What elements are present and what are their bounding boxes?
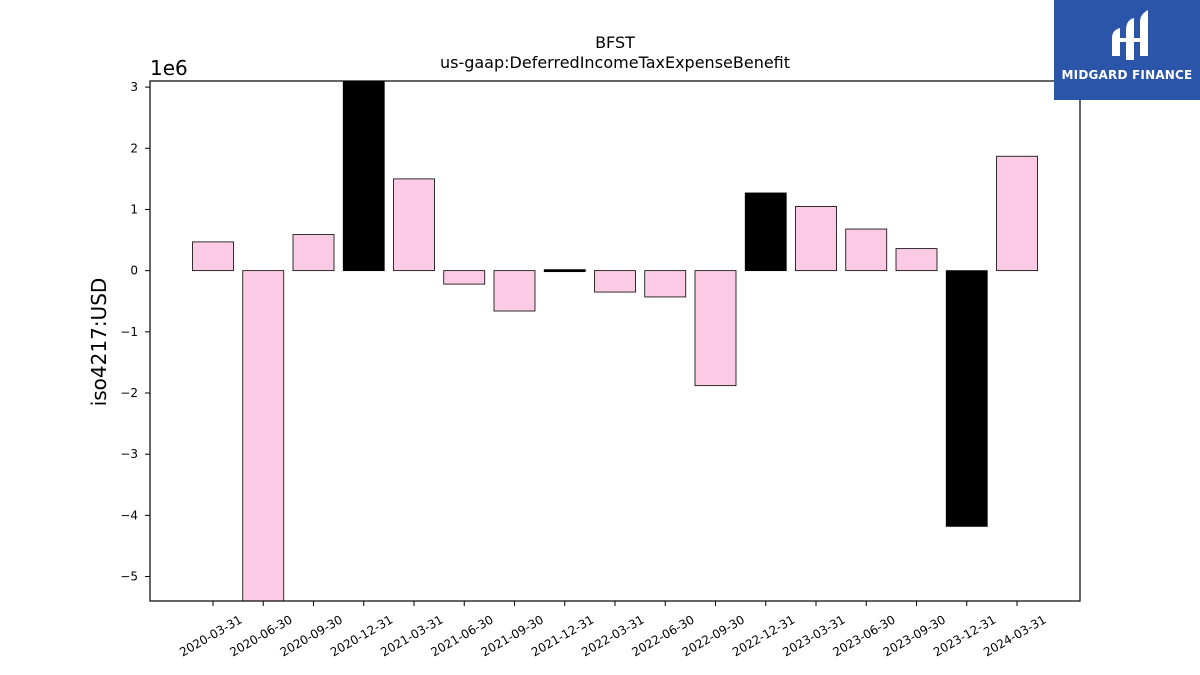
y-tick-label: 3 xyxy=(130,80,138,94)
bar-2021-12-31 xyxy=(543,269,586,273)
bar-2021-06-30 xyxy=(443,270,486,285)
brand-logo: MIDGARD FINANCE xyxy=(1054,0,1200,100)
x-axis-ticks: 2020-03-312020-06-302020-09-302020-12-31… xyxy=(177,601,1049,659)
plot-frame xyxy=(149,80,1081,602)
bar-group xyxy=(192,80,1038,602)
y-tick-label: 1 xyxy=(130,202,138,216)
bar-2022-03-31 xyxy=(594,270,636,293)
bar-2022-06-30 xyxy=(644,270,687,298)
bar-2021-09-30 xyxy=(493,270,536,312)
bar-2023-03-31 xyxy=(795,206,837,272)
bar-2024-03-31 xyxy=(996,155,1038,272)
bar-2023-12-31 xyxy=(945,270,988,527)
bar-2020-03-31 xyxy=(192,241,234,272)
chart-subtitle: us-gaap:DeferredIncomeTaxExpenseBenefit xyxy=(440,53,790,72)
bar-2023-09-30 xyxy=(895,248,938,272)
y-scale-label: 1e6 xyxy=(150,56,188,80)
y-axis-ticks: 3 2 1 0 −1 −2 −3 −4 −5 xyxy=(120,80,150,584)
bar-2022-09-30 xyxy=(694,270,737,387)
chart-title: BFST xyxy=(595,33,635,52)
bar-2020-09-30 xyxy=(292,234,335,272)
y-tick-label: −1 xyxy=(120,325,138,339)
y-tick-label: −4 xyxy=(120,508,138,522)
y-axis-label: iso4217:USD xyxy=(87,278,111,407)
brand-name: MIDGARD FINANCE xyxy=(1061,68,1193,82)
bar-2020-06-30 xyxy=(242,270,285,602)
y-tick-label: −2 xyxy=(120,386,138,400)
y-tick-label: 0 xyxy=(130,264,138,278)
bar-2020-12-31 xyxy=(342,80,385,272)
midgard-logo-icon xyxy=(1112,10,1148,60)
bar-2023-06-30 xyxy=(845,228,888,272)
bar-2021-03-31 xyxy=(393,178,435,272)
y-tick-label: 2 xyxy=(130,141,138,155)
y-tick-label: −5 xyxy=(120,570,138,584)
bar-2022-12-31 xyxy=(744,192,787,272)
y-tick-label: −3 xyxy=(120,447,138,461)
